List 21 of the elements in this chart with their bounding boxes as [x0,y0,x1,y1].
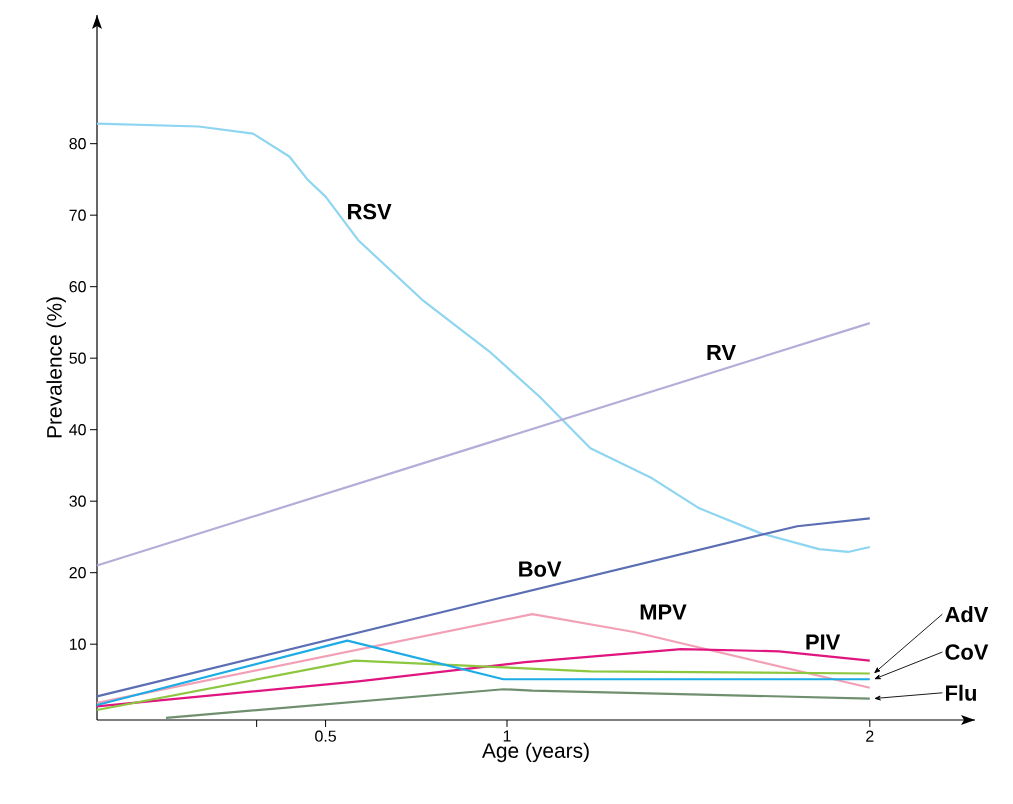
y-tick-label: 20 [69,567,86,579]
x-tick-label: 0.5 [315,730,336,742]
y-tick-label: 80 [69,138,86,150]
y-tick-label: 30 [69,495,86,507]
series-label: PIV [806,634,841,650]
x-tick-label: 1 [503,730,511,742]
x-tick-label: 2 [866,730,874,742]
y-tick-label: 40 [69,424,86,436]
y-tick-label: 70 [69,209,86,221]
y-axis-title: Prevalence (%) [46,297,66,438]
y-tick-label: 60 [69,281,86,293]
y-tick-label: 50 [69,352,86,364]
series-label: RV [707,344,736,360]
text: AdV [945,606,989,623]
text: Flu [946,684,976,701]
series-label: RSV [348,203,392,220]
series-label: MPV [640,604,687,620]
series-label: BoV [519,561,562,577]
x-axis-title: Age (years) [481,742,589,763]
y-tick-label: 10 [69,638,86,650]
text: CoV [945,644,989,660]
